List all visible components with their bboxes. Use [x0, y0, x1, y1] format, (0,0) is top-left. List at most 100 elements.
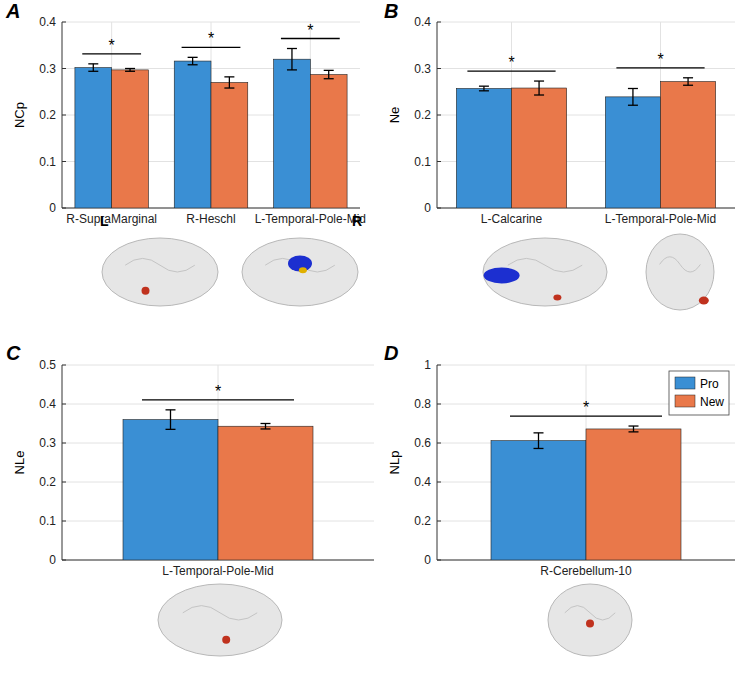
y-tick — [62, 208, 66, 209]
brain-region — [553, 295, 561, 301]
bar — [605, 97, 660, 208]
y-tick — [437, 482, 441, 483]
error-cap — [261, 423, 271, 424]
y-axis — [437, 365, 438, 560]
brain-sulcus — [183, 606, 257, 620]
error-cap — [683, 77, 693, 78]
y-tick-label: 0 — [424, 553, 431, 567]
error-cap — [287, 48, 297, 49]
y-tick — [62, 443, 66, 444]
error-cap — [324, 78, 334, 79]
bar — [661, 82, 716, 208]
error-cap — [534, 80, 544, 81]
panel-letter: D — [384, 342, 398, 364]
error-bar — [188, 57, 198, 64]
panel: C00.10.20.30.40.5NLeL-Temporal-Pole-Mid* — [6, 342, 374, 578]
y-axis-title: Ne — [387, 107, 402, 124]
y-tick — [62, 365, 66, 366]
error-line — [632, 88, 633, 105]
bar — [75, 68, 112, 208]
y-tick-label: 0.8 — [414, 397, 431, 411]
y-axis-title: NLp — [387, 451, 402, 475]
y-tick — [437, 115, 441, 116]
bar — [211, 82, 248, 208]
error-cap — [324, 70, 334, 71]
significance-star: * — [307, 22, 313, 39]
brain-images — [158, 584, 282, 656]
error-cap — [188, 64, 198, 65]
y-tick-label: 0.4 — [39, 397, 56, 411]
bar — [491, 441, 586, 560]
error-cap — [88, 63, 98, 64]
bar — [456, 88, 511, 208]
y-tick-label: 0.3 — [414, 62, 431, 76]
significance-star: * — [109, 37, 115, 54]
bar — [112, 70, 149, 208]
y-tick-label: 0.1 — [414, 155, 431, 169]
y-tick-label: 0.1 — [39, 155, 56, 169]
y-tick — [437, 443, 441, 444]
bar — [512, 88, 567, 208]
error-bar — [534, 433, 544, 449]
x-tick-label: L-Temporal-Pole-Mid — [162, 564, 273, 578]
bar — [310, 75, 347, 208]
brain-region — [484, 267, 520, 283]
bar — [123, 420, 218, 560]
error-line — [265, 424, 266, 429]
x-tick-label: R-SupraMarginal — [66, 212, 157, 226]
error-bar — [629, 426, 639, 432]
brain-surface — [646, 234, 714, 310]
y-tick — [62, 482, 66, 483]
x-tick-label: R-Cerebellum-10 — [540, 564, 632, 578]
y-tick-label: 0.2 — [39, 475, 56, 489]
legend: ProNew — [669, 371, 729, 415]
error-line — [538, 433, 539, 449]
bar — [174, 61, 211, 208]
error-line — [170, 410, 171, 430]
y-tick — [62, 68, 66, 69]
significance-star: * — [508, 54, 514, 71]
grid-line — [437, 22, 735, 23]
y-tick-label: 0.3 — [39, 62, 56, 76]
y-tick — [62, 560, 66, 561]
y-tick-label: 0 — [49, 553, 56, 567]
x-tick-label: L-Temporal-Pole-Mid — [255, 212, 366, 226]
y-tick — [437, 521, 441, 522]
x-tick-label: L-Temporal-Pole-Mid — [605, 212, 716, 226]
y-tick — [62, 161, 66, 162]
y-tick — [62, 115, 66, 116]
error-cap — [629, 425, 639, 426]
error-bar — [683, 78, 693, 85]
bar — [586, 429, 681, 560]
error-line — [192, 57, 193, 64]
figure: A00.10.20.30.4NCpR-SupraMarginalR-Heschl… — [0, 0, 751, 687]
y-tick-label: 0 — [49, 201, 56, 215]
brain-sulcus — [125, 258, 195, 272]
y-tick-label: 0.2 — [414, 108, 431, 122]
y-tick-label: 0.4 — [414, 15, 431, 29]
hemisphere-label: R — [352, 213, 362, 229]
brain-images — [548, 584, 632, 656]
brain-images — [102, 238, 358, 306]
y-axis-title: NLe — [12, 451, 27, 475]
error-cap — [287, 69, 297, 70]
legend-box — [669, 371, 729, 415]
y-tick — [437, 22, 441, 23]
panel-letter: A — [5, 0, 20, 22]
y-tick-label: 0.2 — [414, 514, 431, 528]
error-cap — [224, 87, 234, 88]
panel: A00.10.20.30.4NCpR-SupraMarginalR-Heschl… — [5, 0, 366, 229]
brain-surface — [242, 238, 358, 306]
significance-star: * — [208, 30, 214, 47]
panel-letter: C — [6, 342, 21, 364]
x-tick-label: L-Calcarine — [481, 212, 543, 226]
error-cap — [534, 432, 544, 433]
error-cap — [166, 409, 176, 410]
error-cap — [534, 448, 544, 449]
panel-letter: B — [384, 0, 398, 22]
error-line — [93, 64, 94, 71]
significance-star: * — [583, 399, 589, 416]
y-tick — [437, 208, 441, 209]
x-tick-label: R-Heschl — [186, 212, 235, 226]
y-tick-label: 0.6 — [414, 436, 431, 450]
